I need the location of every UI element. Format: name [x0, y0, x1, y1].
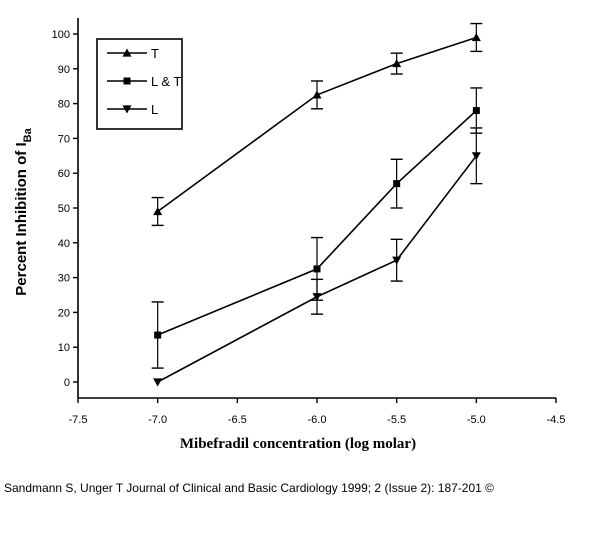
y-tick-label: 80	[58, 99, 70, 111]
data-point	[472, 107, 480, 115]
legend-label-l-t: L & T	[151, 74, 181, 89]
legend: T L & T L	[96, 38, 183, 130]
y-axis-title-sub: Ba	[22, 127, 34, 142]
series-t	[151, 22, 483, 227]
legend-marker-l-t	[123, 77, 131, 85]
y-tick-label: 90	[58, 64, 70, 76]
data-point	[392, 256, 402, 265]
legend-marker-l	[122, 105, 132, 114]
y-axis-title: Percent Inhibition of IBa	[13, 127, 34, 295]
x-tick-label: -5.0	[467, 414, 486, 426]
data-point	[471, 152, 481, 161]
data-point	[312, 293, 322, 302]
data-point	[393, 180, 401, 188]
x-tick-label: -6.0	[308, 414, 327, 426]
x-tick-label: -4.5	[547, 414, 566, 426]
y-tick-label: 10	[58, 342, 70, 354]
series-line-l-t	[157, 109, 477, 336]
data-point	[312, 90, 322, 99]
x-tick-label: -6.5	[228, 414, 247, 426]
x-axis-title: Mibefradil concentration (log molar)	[180, 436, 416, 452]
series-layer	[151, 22, 483, 387]
y-tick-label: 30	[58, 273, 70, 285]
series-line-l	[157, 155, 477, 383]
y-tick-label: 50	[58, 203, 70, 215]
legend-box	[96, 38, 183, 130]
series-l	[153, 127, 483, 387]
y-tick-label: 40	[58, 238, 70, 250]
x-tick-label: -5.5	[387, 414, 406, 426]
y-tick-label: 100	[52, 29, 70, 41]
y-axis-title-main: Percent Inhibition of I	[13, 142, 30, 295]
x-tick-label: -7.5	[69, 414, 88, 426]
axes: 0 10 20 30 40 50 60 70 80 90 100 -7.5 -7.0 -6.5 -6.0 -5…	[52, 18, 566, 426]
y-tick-label: 0	[64, 377, 70, 389]
data-point	[154, 331, 162, 339]
legend-marker-t	[122, 48, 132, 57]
y-tick-label: 60	[58, 168, 70, 180]
legend-label-t: T	[151, 46, 159, 61]
data-point	[392, 59, 402, 68]
legend-label-l: L	[151, 102, 158, 117]
data-point	[471, 32, 481, 42]
data-point	[313, 265, 321, 273]
y-tick-label: 70	[58, 133, 70, 145]
x-tick-label: -7.0	[148, 414, 167, 426]
series-l-t	[151, 87, 483, 369]
data-point	[153, 378, 163, 387]
y-tick-label: 20	[58, 307, 70, 319]
citation: Sandmann S, Unger T Journal of Clinical …	[4, 481, 495, 495]
series-line-t	[157, 36, 477, 213]
data-point	[153, 206, 163, 216]
